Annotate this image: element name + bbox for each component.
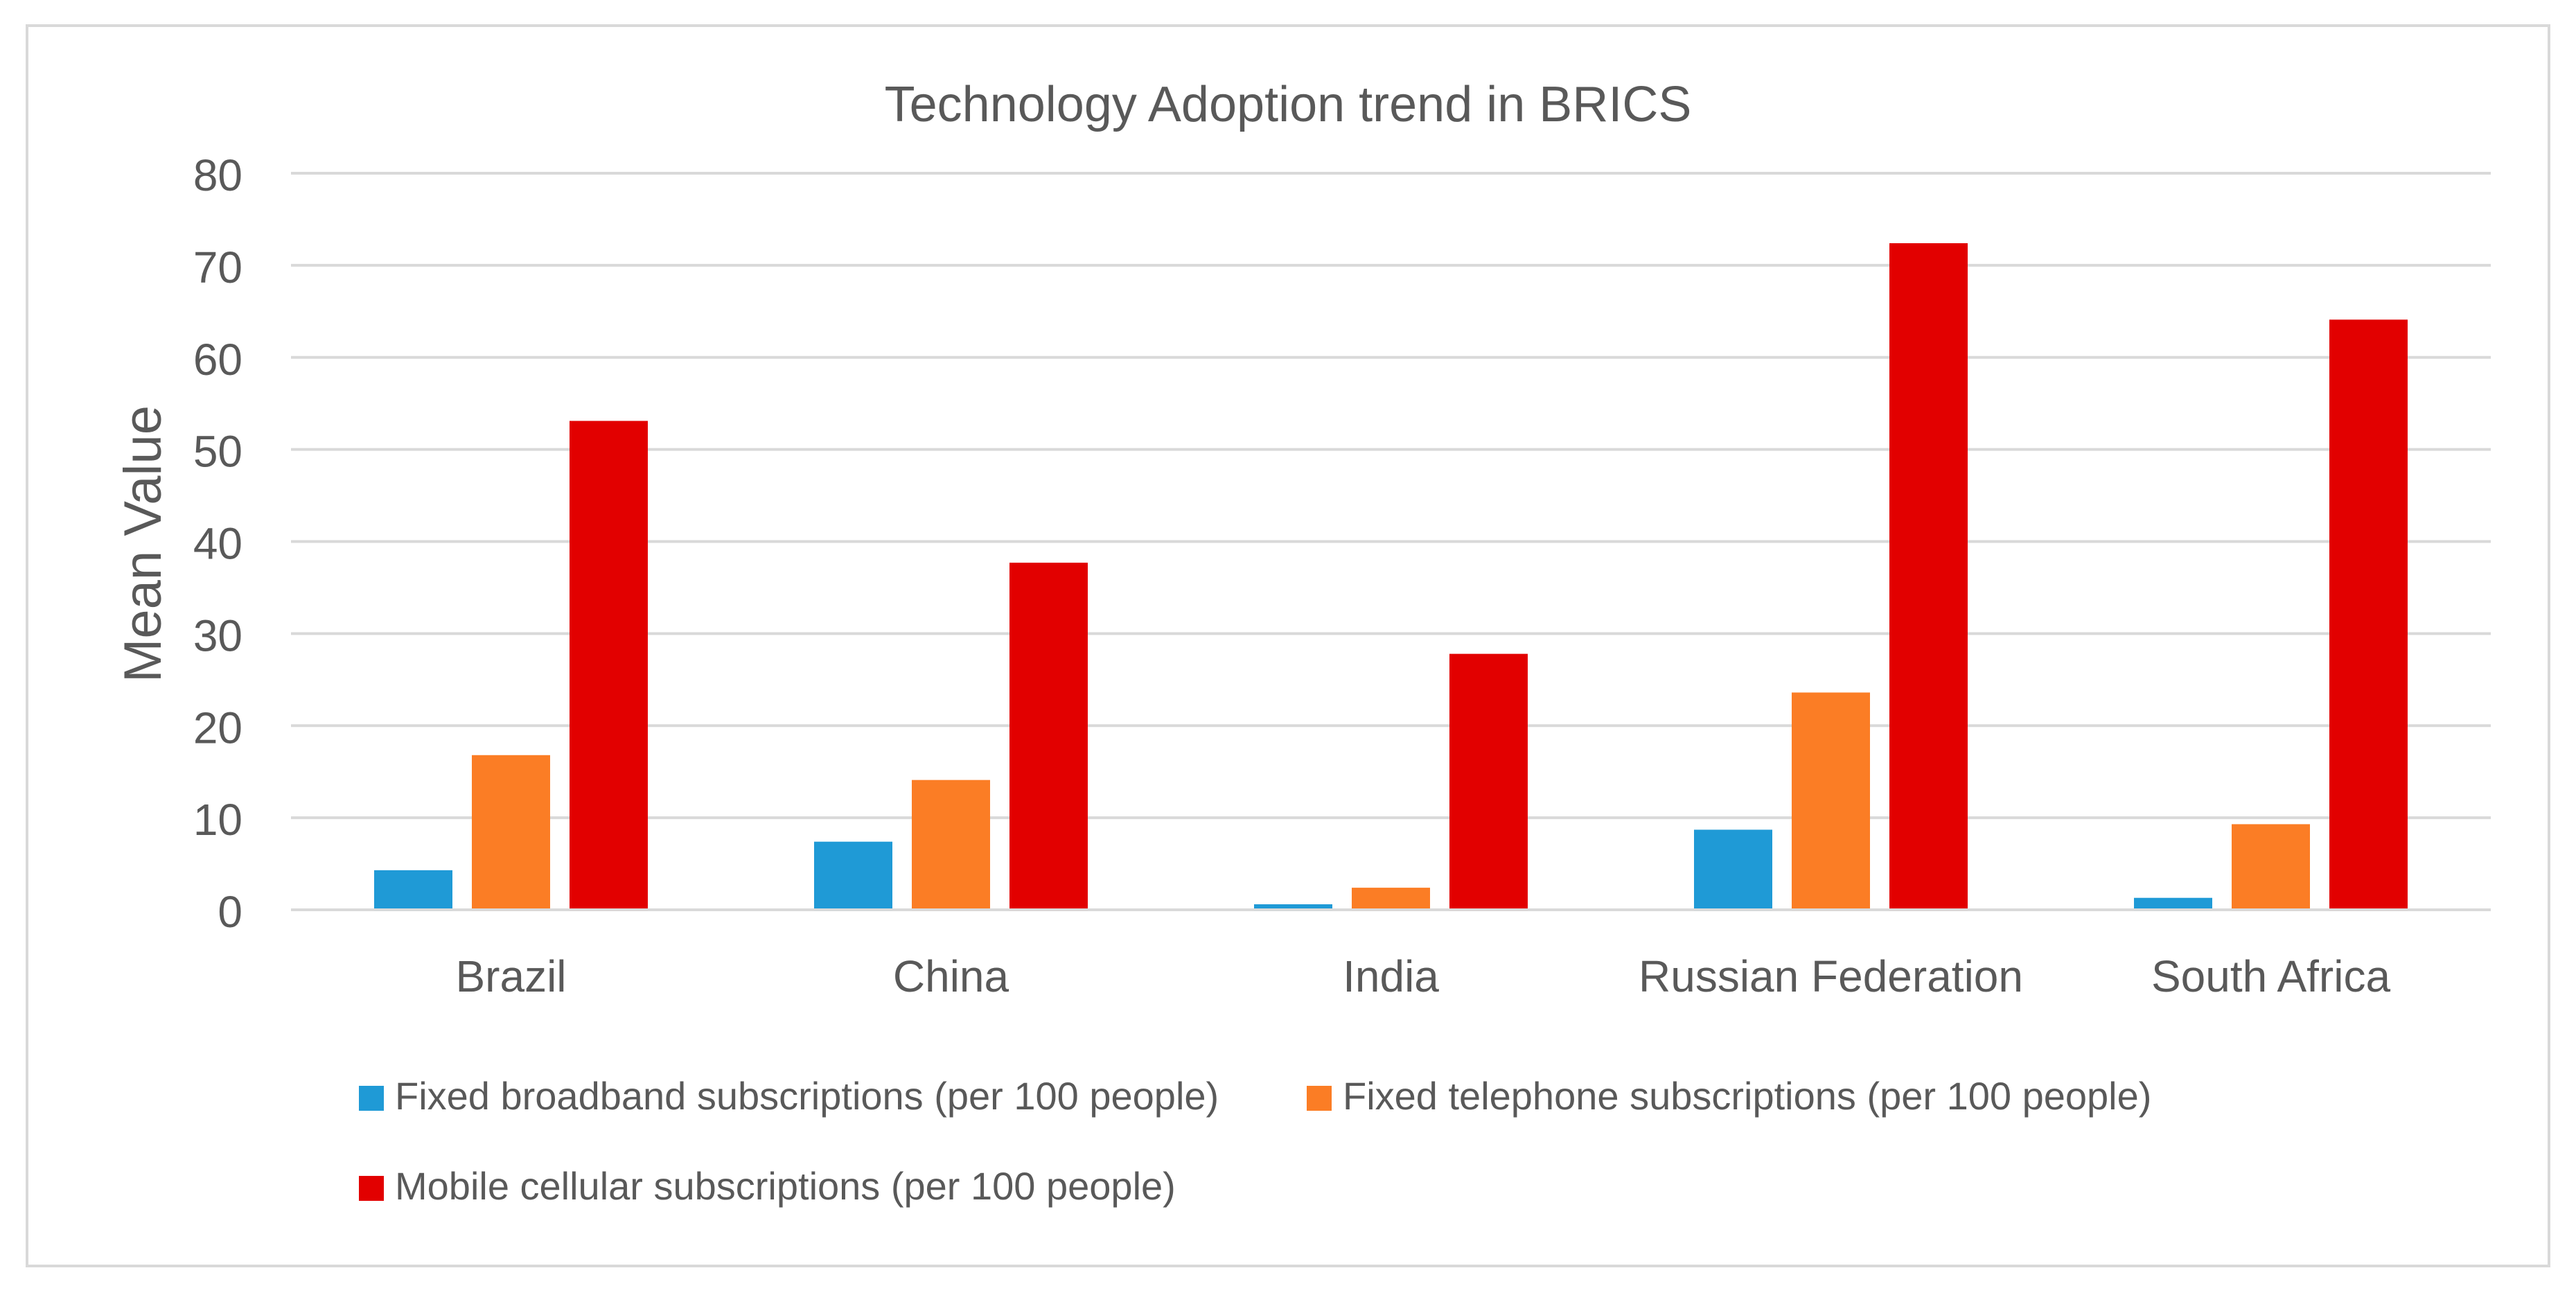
bar-india-series-2: [1352, 888, 1430, 910]
x-tick-label: South Africa: [2151, 951, 2391, 1001]
bar-china-series-1: [814, 841, 892, 910]
bar-russian-federation-series-1: [1694, 829, 1772, 910]
x-tick-label: India: [1343, 951, 1439, 1001]
x-axis-ticks: Brazil China India Russian Federation South …: [455, 951, 2390, 1001]
legend: Fixed broadband subscriptions (per 100 p…: [359, 1074, 2151, 1208]
y-tick-label: 0: [218, 887, 242, 937]
gridlines: [291, 172, 2491, 820]
x-tick-label: China: [893, 951, 1009, 1001]
legend-label-1: Fixed broadband subscriptions (per 100 p…: [395, 1074, 1219, 1118]
bar-brazil-series-2: [472, 755, 550, 910]
bar-india-series-1: [1254, 904, 1332, 910]
bars: [374, 243, 2408, 910]
y-axis-label: Mean Value: [114, 405, 173, 683]
y-tick-label: 50: [193, 427, 242, 477]
bar-south-africa-series-2: [2232, 824, 2310, 910]
y-tick-label: 10: [193, 795, 242, 845]
legend-label-3: Mobile cellular subscriptions (per 100 p…: [395, 1164, 1176, 1208]
legend-swatch-3: [359, 1176, 384, 1201]
legend-label-2: Fixed telephone subscriptions (per 100 p…: [1343, 1074, 2151, 1118]
legend-swatch-1: [359, 1086, 384, 1111]
x-tick-label: Brazil: [455, 951, 566, 1001]
bar-russian-federation-series-3: [1889, 243, 1968, 910]
y-tick-label: 70: [193, 243, 242, 292]
bar-china-series-2: [912, 780, 990, 910]
y-tick-label: 80: [193, 150, 242, 200]
bar-brazil-series-3: [570, 421, 648, 910]
y-tick-label: 20: [193, 703, 242, 753]
bar-south-africa-series-3: [2329, 319, 2408, 910]
bar-south-africa-series-1: [2134, 897, 2212, 910]
y-tick-label: 40: [193, 519, 242, 569]
legend-swatch-2: [1307, 1086, 1332, 1111]
bar-india-series-3: [1449, 653, 1528, 910]
bar-russian-federation-series-2: [1792, 692, 1870, 910]
y-tick-label: 30: [193, 610, 242, 660]
bar-brazil-series-1: [374, 870, 452, 910]
chart-title: Technology Adoption trend in BRICS: [885, 77, 1692, 132]
bar-china-series-3: [1009, 563, 1088, 910]
y-axis-ticks: 0 10 20 30 40 50 60 70 80: [193, 150, 242, 937]
x-tick-label: Russian Federation: [1639, 951, 2023, 1001]
y-tick-label: 60: [193, 335, 242, 385]
chart-border: [26, 24, 2550, 1267]
